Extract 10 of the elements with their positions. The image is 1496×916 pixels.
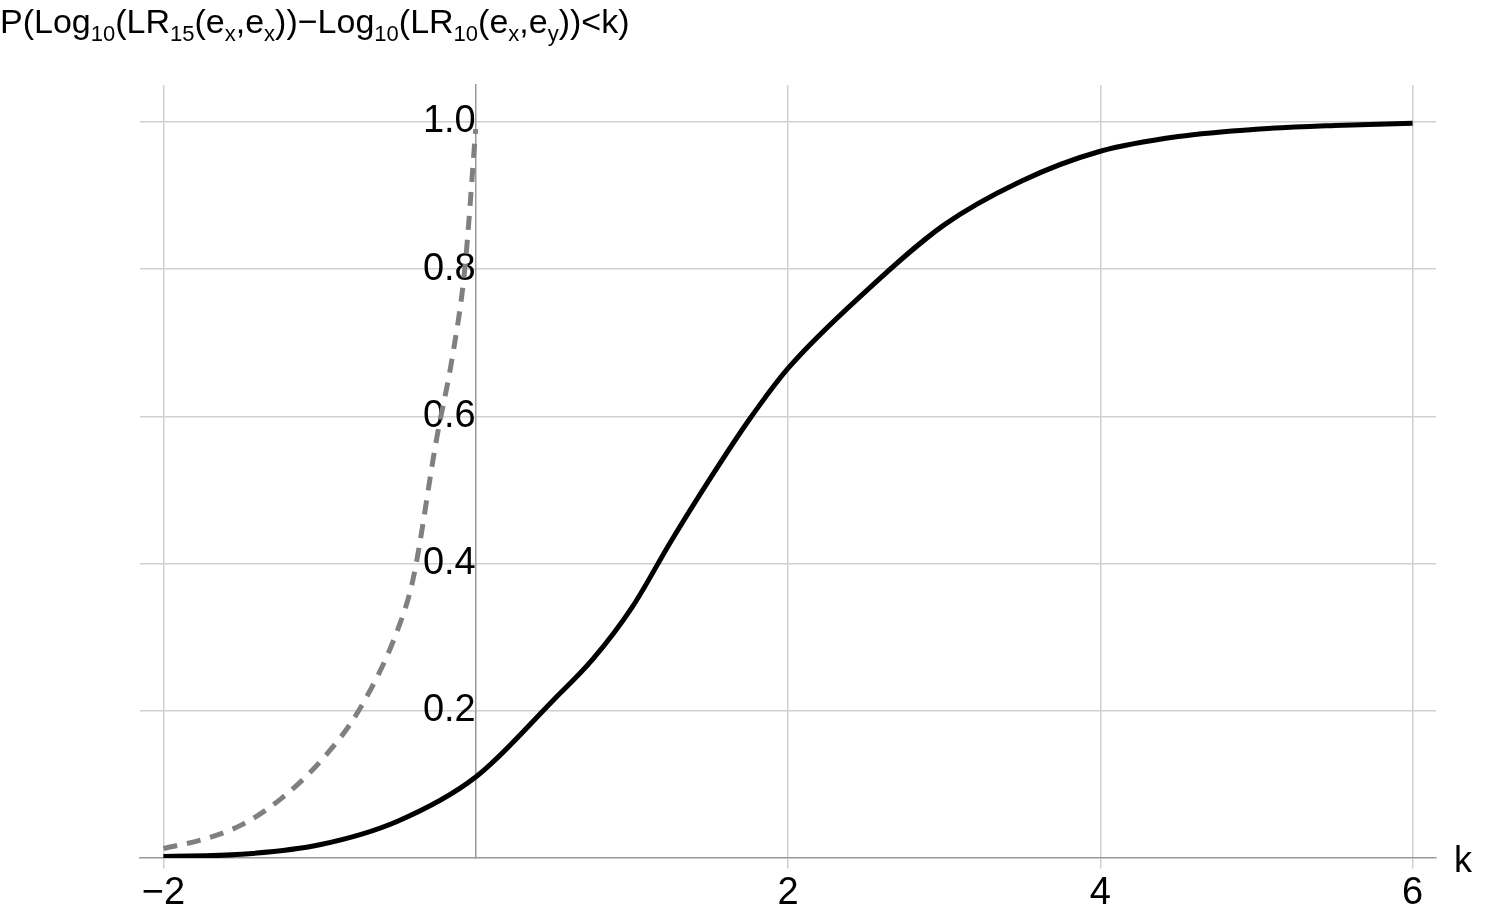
y-tick-label: 1.0 xyxy=(422,98,476,141)
y-tick-label: 0.8 xyxy=(422,245,476,288)
x-axis-title: k xyxy=(1454,838,1473,880)
x-tick-label: 2 xyxy=(777,870,799,913)
x-tick-label: 4 xyxy=(1089,870,1111,913)
text: P(Log$_{10}$(LR$_{15}$(e$_{x}$,e$_{x}$))−Log$_{10}$(LR$_{10}$(e$_{x}$,e$_{y}$))<k) xyxy=(0,2,630,46)
x-tick-label: 6 xyxy=(1402,870,1424,913)
y-tick-label: 0.2 xyxy=(422,687,476,730)
x-tick-label: −2 xyxy=(141,870,186,913)
y-tick-label: 0.4 xyxy=(422,540,476,583)
